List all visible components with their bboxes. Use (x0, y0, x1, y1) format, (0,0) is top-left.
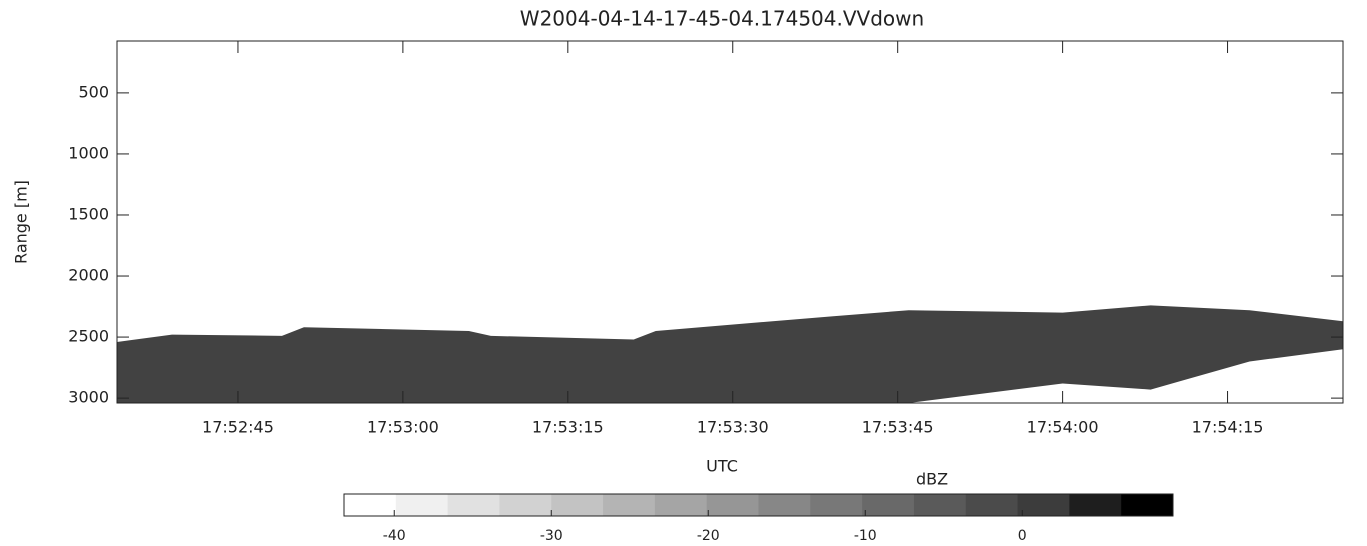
x-tick-label: 17:52:45 (202, 418, 274, 437)
colorbar-swatch (603, 494, 656, 516)
cloud-layer (117, 305, 1343, 403)
y-tick-label: 2500 (68, 327, 109, 346)
colorbar-swatch (913, 494, 967, 516)
x-tick-label: 17:54:00 (1027, 418, 1099, 437)
y-tick-label: 2000 (68, 266, 109, 285)
colorbar-swatch (395, 494, 449, 516)
colorbar-tick-label: -20 (697, 528, 720, 544)
colorbar-swatch (706, 494, 759, 516)
y-axis-label: Range [m] (12, 180, 31, 264)
x-axis-label: UTC (706, 457, 738, 476)
colorbar-swatch (447, 494, 500, 516)
x-tick-label: 17:53:30 (697, 418, 769, 437)
y-tick-label: 1500 (68, 204, 109, 223)
plot-frame (116, 40, 1344, 404)
x-tick-label: 17:53:00 (367, 418, 439, 437)
chart-title: W2004-04-14-17-45-04.174504.VVdown (520, 7, 924, 31)
x-tick-label: 17:54:15 (1192, 418, 1264, 437)
colorbar-swatch (965, 494, 1019, 516)
colorbar-label: dBZ (916, 470, 948, 489)
colorbar-swatch (344, 494, 397, 516)
colorbar-swatch (1121, 494, 1174, 516)
colorbar-swatch (499, 494, 552, 516)
colorbar-swatch (862, 494, 915, 516)
colorbar-swatch (758, 494, 811, 516)
colorbar-tick-label: 0 (1018, 528, 1027, 544)
colorbar-swatch (551, 494, 604, 516)
colorbar-swatch (810, 494, 863, 516)
colorbar-frame (343, 493, 1174, 517)
colorbar-swatch (1017, 494, 1070, 516)
x-tick-label: 17:53:15 (532, 418, 604, 437)
y-tick-label: 1000 (68, 143, 109, 162)
colorbar-tick-label: -40 (383, 528, 406, 544)
colorbar-swatch (654, 494, 708, 516)
colorbar-tick-label: -10 (854, 528, 877, 544)
y-tick-label: 3000 (68, 388, 109, 407)
x-tick-label: 17:53:45 (862, 418, 934, 437)
colorbar-swatch (1069, 494, 1122, 516)
y-tick-label: 500 (78, 82, 109, 101)
colorbar-tick-label: -30 (540, 528, 563, 544)
